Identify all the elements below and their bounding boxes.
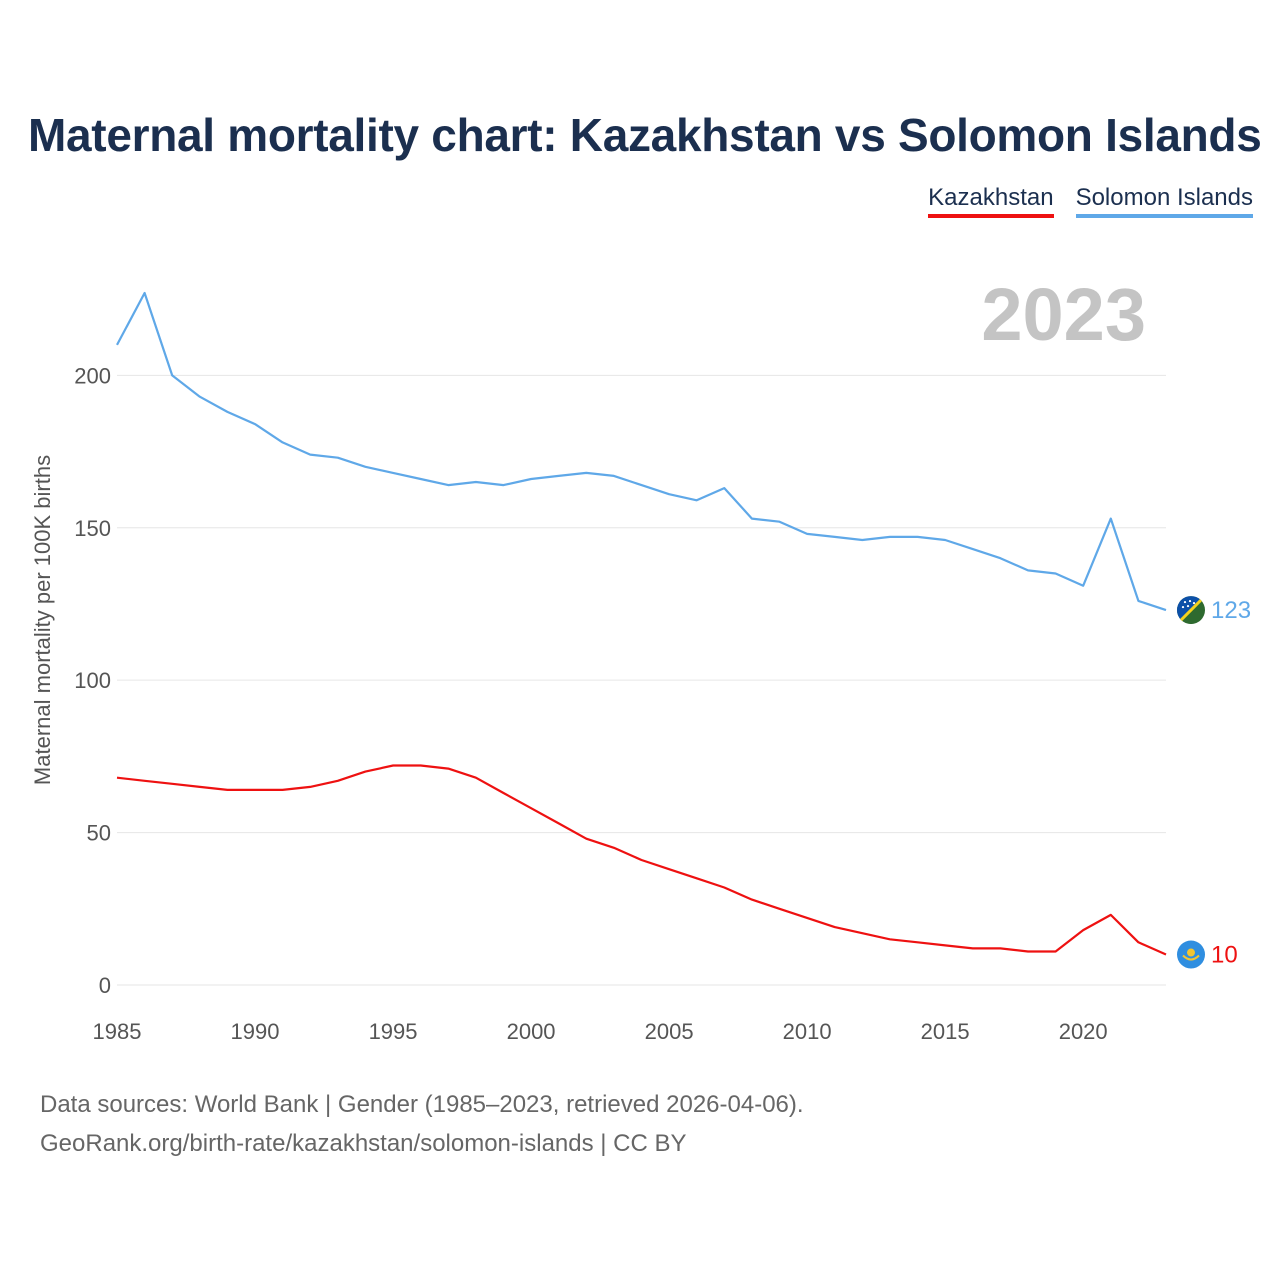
- y-tick-label: 150: [74, 516, 111, 541]
- flag-star: [1186, 604, 1190, 608]
- x-tick-label: 1995: [369, 1019, 418, 1044]
- flag-sun: [1187, 948, 1195, 957]
- year-label: 2023: [981, 273, 1146, 356]
- y-tick-label: 100: [74, 668, 111, 693]
- flag-body: [1177, 596, 1205, 625]
- flag-star: [1183, 600, 1187, 604]
- flag-star: [1188, 599, 1192, 603]
- chart-title: Maternal mortality chart: Kazakhstan vs …: [28, 109, 1262, 161]
- series-line-kazakhstan: [116, 764, 1167, 956]
- source-link[interactable]: GeoRank.org/birth-rate/kazakhstan/solomo…: [40, 1130, 687, 1157]
- end-value-label-kazakhstan: 10: [1211, 942, 1238, 969]
- series-lines: [116, 291, 1167, 956]
- y-axis-title: Maternal mortality per 100K births: [30, 455, 55, 785]
- legend: Kazakhstan Solomon Islands: [928, 184, 1253, 218]
- x-axis-ticks: 1985 1990 1995 2000 2005 2010 2015 2020: [93, 1019, 1108, 1044]
- data-source-note: Data sources: World Bank | Gender (1985–…: [40, 1091, 804, 1118]
- grid-lines: [117, 374, 1166, 986]
- legend-item-kazakhstan[interactable]: Kazakhstan: [928, 184, 1054, 218]
- footer: Data sources: World Bank | Gender (1985–…: [40, 1085, 804, 1163]
- legend-item-solomon-islands[interactable]: Solomon Islands: [1075, 184, 1253, 218]
- flag-star: [1181, 605, 1185, 609]
- flag-star: [1192, 601, 1196, 605]
- end-value-label-solomon-islands: 123: [1211, 597, 1251, 624]
- x-tick-label: 1990: [231, 1019, 280, 1044]
- y-tick-label: 50: [87, 821, 111, 846]
- x-tick-label: 2015: [921, 1019, 970, 1044]
- solomon-islands-flag-icon: [1177, 596, 1205, 625]
- y-tick-label: 0: [99, 973, 111, 998]
- x-tick-label: 2000: [507, 1019, 556, 1044]
- y-tick-label: 200: [74, 363, 111, 388]
- x-tick-label: 1985: [93, 1019, 142, 1044]
- x-tick-label: 2005: [645, 1019, 694, 1044]
- flag-stripe: [1177, 596, 1205, 625]
- series-line-solomon-islands: [116, 291, 1167, 612]
- x-tick-label: 2020: [1059, 1019, 1108, 1044]
- end-markers: 10 123: [1177, 596, 1251, 969]
- flag-eagle: [1182, 954, 1200, 961]
- x-tick-label: 2010: [783, 1019, 832, 1044]
- y-axis-ticks: 0 50 100 150 200: [74, 363, 111, 998]
- kazakhstan-flag-icon: [1177, 940, 1205, 969]
